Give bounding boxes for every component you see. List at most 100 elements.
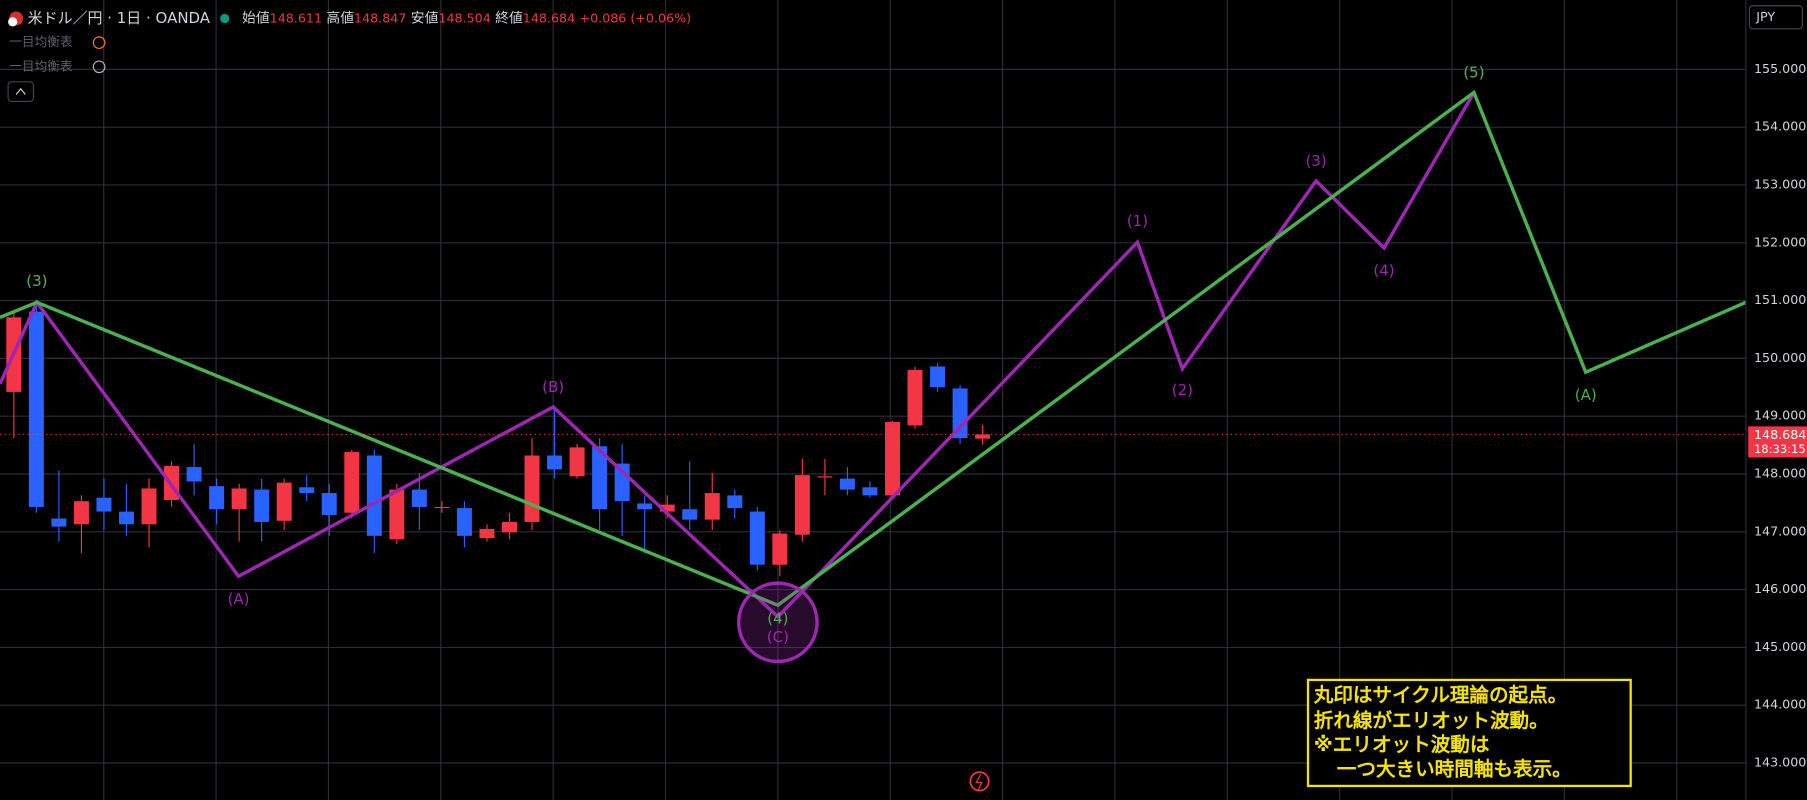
y-tick-label: 148.000 (1754, 465, 1806, 480)
candle-body (682, 509, 698, 520)
candle-body (254, 489, 270, 522)
collapse-icon (15, 87, 26, 95)
label: 始値 (242, 10, 270, 26)
visibility-icon[interactable] (92, 36, 106, 49)
candle-body (862, 487, 878, 496)
value: 148.847 (354, 10, 406, 25)
candle-body (592, 446, 608, 510)
candle-body (51, 518, 67, 527)
plot (0, 89, 1747, 620)
candle-body (749, 511, 765, 565)
wave-label: (4) (1373, 262, 1394, 280)
candle-body (952, 388, 968, 439)
candle-body (839, 478, 855, 490)
candle-body (569, 447, 585, 477)
candle-body (28, 311, 44, 507)
candle-body (975, 434, 991, 439)
candle-body (727, 495, 743, 509)
currency-button[interactable] (1748, 5, 1803, 30)
wave-label: (A) (1575, 386, 1597, 404)
y-tick-label: 147.000 (1754, 523, 1806, 538)
label: 終値 (495, 10, 523, 26)
annotation-text: 一つ大きい時間軸も表示。 (1337, 757, 1572, 780)
candle-body (321, 493, 337, 516)
wave-label: (3) (26, 272, 47, 290)
wave-label: (2) (1172, 381, 1193, 399)
wave-label: (5) (1463, 63, 1484, 81)
candle-body (524, 455, 540, 522)
indicator-label[interactable]: 一目均衡表 (9, 58, 73, 73)
candle-body (659, 504, 675, 512)
candle-body (479, 528, 495, 539)
value: 148.684 (523, 10, 575, 25)
ohlc-header: 始値148.611 高値148.847 安値148.504 終値148.684 … (242, 9, 691, 26)
candle-body (186, 467, 202, 482)
label: 高値 (326, 9, 354, 26)
indicator-label[interactable]: 一目均衡表 (9, 34, 73, 49)
candle-body (704, 493, 720, 520)
status-dot (220, 13, 230, 24)
candle-body (502, 521, 517, 533)
candle-body (299, 487, 315, 494)
candle-body (209, 486, 225, 510)
wave-label: (C) (767, 628, 789, 646)
candle-body (637, 503, 653, 510)
symbol-icon (8, 17, 18, 27)
candle-body (907, 369, 923, 426)
annotation-text: 丸印はサイクル理論の起点。 (1313, 684, 1568, 707)
y-tick-label: 151.000 (1754, 292, 1806, 307)
candle-body (389, 489, 405, 540)
annotation-text: ※エリオット波動は (1314, 733, 1490, 756)
change: +0.086 (+0.06%) (580, 10, 692, 25)
cycle-circle (736, 581, 819, 664)
annotation-text: 折れ線がエリオット波動。 (1314, 709, 1549, 732)
annotation-box (1306, 678, 1632, 788)
candle-body (344, 452, 360, 513)
symbol-title: 米ドル／円 · 1日 · OANDA (28, 9, 211, 27)
countdown-label: 18:33:15 (1754, 442, 1806, 456)
wave-label: (3) (26, 272, 47, 290)
value: 148.504 (438, 10, 490, 25)
y-tick-label: 154.000 (1754, 119, 1806, 134)
candle-body (366, 455, 382, 536)
candle-body (817, 476, 833, 478)
y-tick-label: 153.000 (1754, 176, 1806, 191)
candle-body (73, 501, 89, 525)
wave-label: (A) (228, 590, 250, 608)
price-tag (1748, 426, 1807, 458)
wave-label: (B) (542, 378, 564, 396)
wave-label: (1) (1127, 212, 1148, 230)
value: 148.611 (270, 10, 322, 25)
candle-body (96, 497, 112, 512)
currency-label[interactable]: JPY (1755, 9, 1775, 24)
alert-icon (975, 774, 983, 790)
alert-icon[interactable] (969, 771, 990, 792)
candle-body (434, 506, 450, 509)
y-tick-label: 149.000 (1754, 408, 1806, 423)
y-tick-label: 144.000 (1754, 697, 1806, 712)
price-tag-label: 148.684 (1754, 427, 1806, 442)
candle-body (231, 488, 247, 510)
candle-body (276, 482, 292, 521)
candle-body (772, 533, 788, 565)
candle-body (547, 455, 563, 470)
candle-body (930, 366, 946, 388)
candle-body (141, 488, 157, 525)
candle-body (456, 508, 472, 536)
y-tick-label: 145.000 (1754, 639, 1806, 654)
y-tick-label: 155.000 (1754, 61, 1806, 76)
visibility-icon[interactable] (92, 60, 106, 74)
grid (0, 0, 1746, 800)
y-tick-label: 150.000 (1754, 350, 1806, 365)
candle-body (794, 475, 810, 535)
y-tick-label: 143.000 (1754, 755, 1806, 770)
y-tick-label: 152.000 (1754, 234, 1806, 249)
wave-line (0, 89, 1747, 608)
wave-label: (5) (1463, 63, 1484, 81)
wave-line (0, 91, 1476, 620)
collapse-button[interactable] (7, 81, 35, 102)
y-tick-label: 146.000 (1754, 581, 1806, 596)
wave-label: (3) (1305, 152, 1326, 170)
